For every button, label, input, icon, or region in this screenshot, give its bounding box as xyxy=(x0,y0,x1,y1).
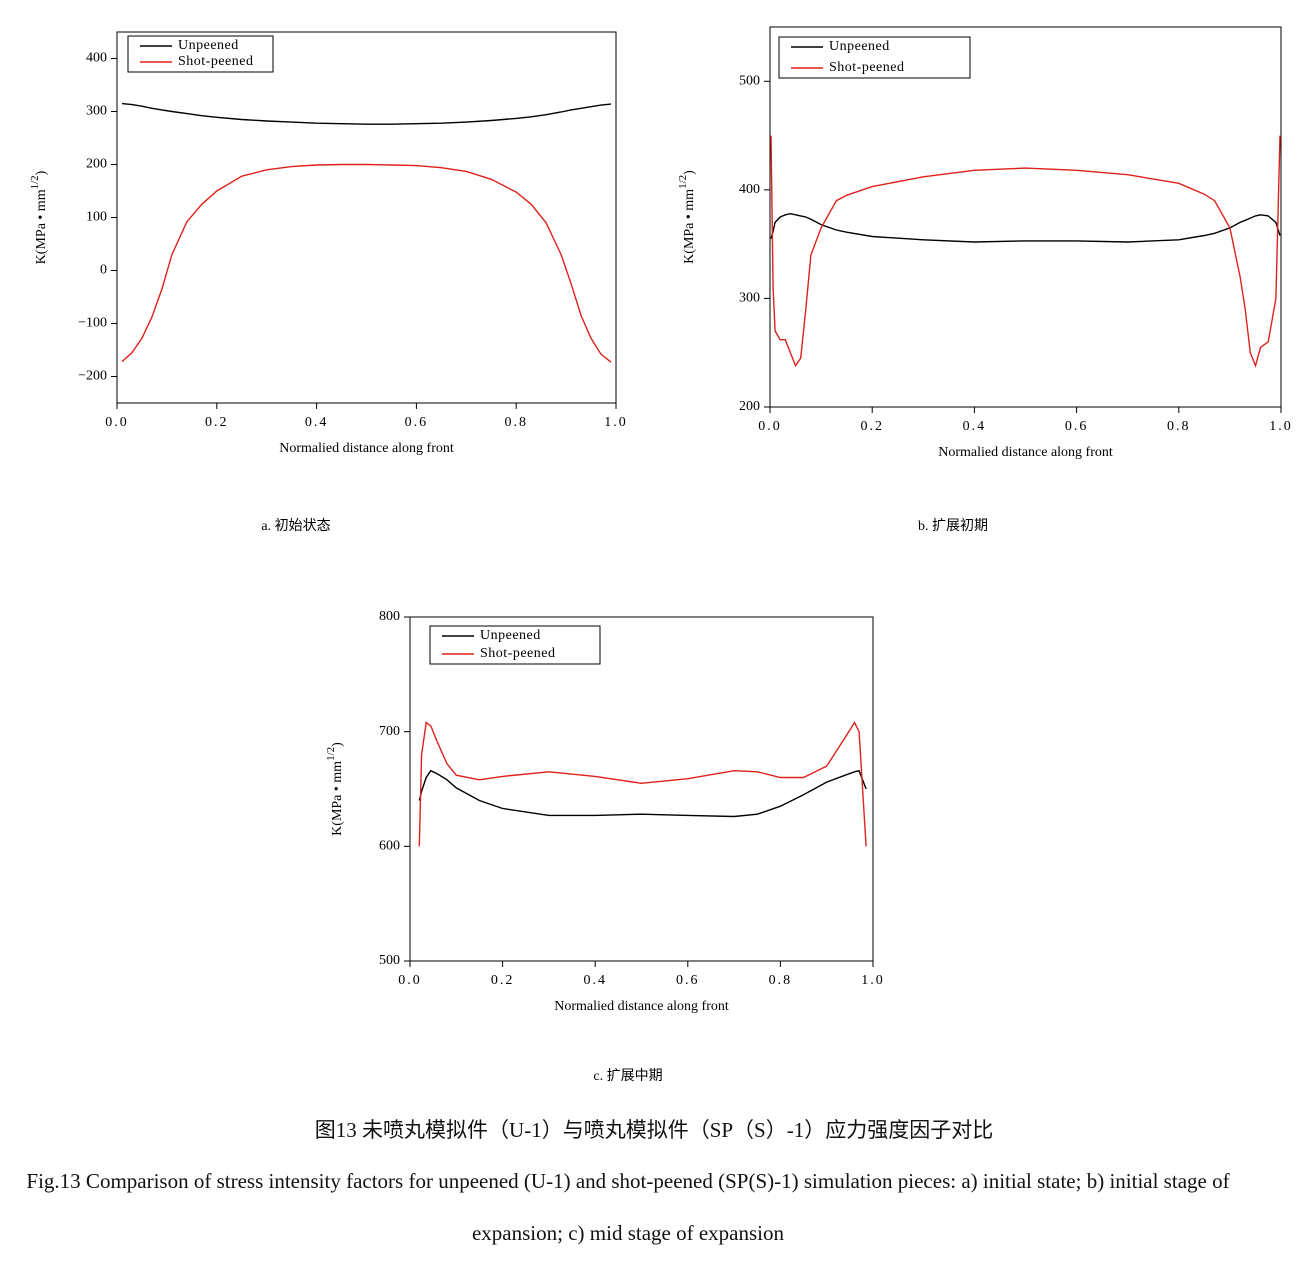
legend-label: Shot-peened xyxy=(480,646,555,661)
caption-en: Fig.13 Comparison of stress intensity fa… xyxy=(26,1169,1230,1245)
x-tick-label: 0.2 xyxy=(491,973,515,988)
y-tick-label: −100 xyxy=(78,316,107,331)
y-axis-label-main: K(MPa • mm xyxy=(330,761,345,836)
x-tick-label: 0.6 xyxy=(676,973,700,988)
x-tick-label: 0.0 xyxy=(398,973,422,988)
x-tick-label: 0.4 xyxy=(305,415,329,430)
series-line xyxy=(418,769,867,818)
y-tick-label: −200 xyxy=(78,369,107,384)
x-axis-label: Normalied distance along front xyxy=(938,445,1113,460)
y-tick-label: 500 xyxy=(379,953,400,968)
x-axis-label: Normalied distance along front xyxy=(279,441,454,456)
x-tick-label: 0.4 xyxy=(963,419,987,434)
y-axis-label-close: ) xyxy=(34,170,49,175)
y-tick-label: 500 xyxy=(739,74,760,89)
x-tick-label: 0.0 xyxy=(758,419,782,434)
x-axis-label: Normalied distance along front xyxy=(554,999,729,1014)
series-line xyxy=(121,102,612,125)
y-tick-label: 200 xyxy=(739,399,760,414)
y-axis-label-main: K(MPa • mm xyxy=(682,189,697,264)
legend-label: Unpeened xyxy=(480,628,541,643)
y-tick-label: 600 xyxy=(379,839,400,854)
plot-frame xyxy=(409,616,874,962)
y-tick-label: 400 xyxy=(739,182,760,197)
y-axis-label-main: K(MPa • mm xyxy=(34,189,49,264)
chart-caption: b. 扩展初期 xyxy=(918,517,988,534)
y-axis-label-sup: 1/2 xyxy=(29,175,41,189)
x-tick-label: 1.0 xyxy=(604,415,628,430)
legend-label: Shot-peened xyxy=(829,60,904,75)
y-axis-label: K(MPa • mm1/2) xyxy=(325,742,346,836)
caption-zh: 图13 未喷丸模拟件（U-1）与喷丸模拟件（SP（S）-1）应力强度因子对比 xyxy=(314,1118,994,1142)
chart-caption: a. 初始状态 xyxy=(261,517,330,534)
x-tick-label: 0.0 xyxy=(105,415,129,430)
x-tick-label: 0.4 xyxy=(583,973,607,988)
legend-box xyxy=(127,35,274,73)
y-tick-label: 400 xyxy=(86,51,107,66)
x-tick-label: 0.6 xyxy=(1065,419,1089,434)
y-axis-label: K(MPa • mm1/2) xyxy=(29,170,50,264)
x-tick-label: 1.0 xyxy=(861,973,885,988)
legend-box xyxy=(778,36,971,79)
chart-caption: c. 扩展中期 xyxy=(593,1068,662,1084)
x-tick-label: 0.8 xyxy=(769,973,793,988)
x-tick-label: 0.2 xyxy=(860,419,884,434)
y-axis-label-sup: 1/2 xyxy=(677,175,689,189)
legend-label: Shot-peened xyxy=(178,54,253,69)
y-tick-label: 200 xyxy=(86,157,107,172)
series-line xyxy=(418,721,867,847)
y-tick-label: 0 xyxy=(100,263,107,278)
series-line xyxy=(121,163,612,363)
legend-box xyxy=(429,625,601,665)
y-tick-label: 300 xyxy=(86,104,107,119)
y-axis-label-close: ) xyxy=(330,742,345,747)
legend-label: Unpeened xyxy=(829,39,890,54)
y-axis-label-close: ) xyxy=(682,170,697,175)
x-tick-label: 1.0 xyxy=(1269,419,1293,434)
y-tick-label: 700 xyxy=(379,724,400,739)
x-tick-label: 0.2 xyxy=(205,415,229,430)
y-axis-label: K(MPa • mm1/2) xyxy=(677,170,698,264)
legend-label: Unpeened xyxy=(178,38,239,53)
series-line xyxy=(770,135,1281,368)
y-tick-label: 800 xyxy=(379,609,400,624)
y-tick-label: 100 xyxy=(86,210,107,225)
y-tick-label: 300 xyxy=(739,291,760,306)
x-tick-label: 0.8 xyxy=(504,415,528,430)
plot-frame xyxy=(769,26,1282,408)
y-axis-label-sup: 1/2 xyxy=(325,747,337,761)
series-line xyxy=(770,212,1281,243)
x-tick-label: 0.8 xyxy=(1167,419,1191,434)
x-tick-label: 0.6 xyxy=(405,415,429,430)
